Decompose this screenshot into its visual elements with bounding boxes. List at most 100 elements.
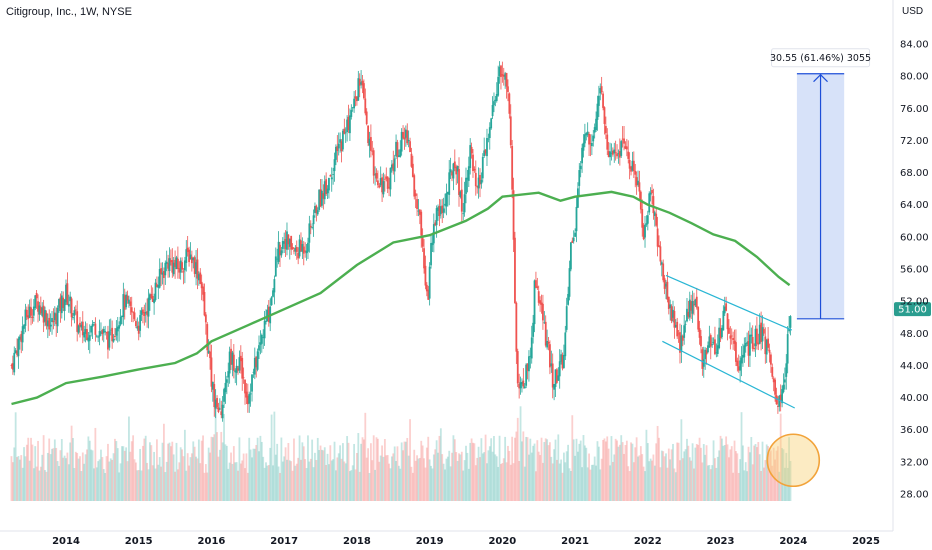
candle-body xyxy=(80,324,83,328)
candle-body xyxy=(404,129,407,138)
candle-body xyxy=(635,177,638,186)
candle-body xyxy=(379,178,382,186)
candle-body xyxy=(165,261,168,264)
candle-body xyxy=(252,371,255,373)
volume-bar xyxy=(600,458,603,501)
volume-bar xyxy=(119,463,122,501)
candle-body xyxy=(316,210,319,215)
candle-body xyxy=(501,74,504,76)
volume-bar xyxy=(186,453,189,501)
volume-bar xyxy=(476,457,479,501)
volume-bar xyxy=(754,444,757,501)
volume-bar xyxy=(639,446,642,501)
candle-body xyxy=(197,274,200,281)
volume-bar xyxy=(789,460,792,501)
volume-bar xyxy=(284,447,287,501)
y-tick-label: 44.00 xyxy=(900,361,929,372)
candle-body xyxy=(455,166,458,175)
candle-body xyxy=(176,258,179,270)
candle-body xyxy=(746,342,749,344)
candle-body xyxy=(547,341,550,344)
measure-arrow-head xyxy=(813,73,828,83)
candle-body xyxy=(72,317,74,319)
volume-bar xyxy=(39,466,42,501)
candle-body xyxy=(642,225,645,240)
volume-bar xyxy=(525,436,528,501)
candle-body xyxy=(502,74,505,77)
candle-body xyxy=(723,306,726,314)
volume-bar xyxy=(307,435,309,501)
candle-body xyxy=(356,96,358,102)
volume-bar xyxy=(582,435,585,501)
volume-bar xyxy=(174,471,176,501)
candle-body xyxy=(632,160,635,172)
candle-body xyxy=(465,177,467,194)
candle-body xyxy=(167,263,169,269)
volume-bar xyxy=(723,445,726,501)
volume-bar xyxy=(536,440,539,501)
candle-body xyxy=(119,316,122,325)
candle-body xyxy=(188,249,190,263)
candle-body xyxy=(785,363,788,377)
candle-body xyxy=(602,93,604,108)
candle-body xyxy=(95,335,98,337)
candle-body xyxy=(721,327,723,338)
volume-bar xyxy=(672,443,674,501)
volume-bar xyxy=(255,445,258,501)
candle-body xyxy=(560,354,563,362)
volume-bar xyxy=(718,450,721,501)
candle-body xyxy=(673,310,676,328)
candle-body xyxy=(211,381,214,390)
volume-bar xyxy=(542,462,544,501)
candle-body xyxy=(445,193,448,207)
volume-bar xyxy=(160,466,163,501)
volume-bar xyxy=(763,467,765,501)
volume-bar xyxy=(38,470,41,501)
volume-bar xyxy=(417,458,420,501)
x-tick-label: 2025 xyxy=(852,536,880,547)
last-price-tag xyxy=(894,302,931,317)
volume-bar xyxy=(680,419,683,501)
volume-bar xyxy=(301,442,304,501)
volume-bar xyxy=(176,469,179,501)
volume-bar xyxy=(498,435,501,501)
volume-bar xyxy=(369,443,372,501)
volume-bar xyxy=(739,459,742,501)
candle-body xyxy=(402,132,404,138)
candle-body xyxy=(386,176,389,189)
candle-body xyxy=(466,177,469,180)
volume-bar xyxy=(560,459,563,501)
volume-bar xyxy=(335,470,337,501)
volume-bar xyxy=(206,472,209,501)
candle-body xyxy=(463,194,466,213)
candle-body xyxy=(487,138,490,140)
volume-bar xyxy=(136,470,139,501)
volume-bar xyxy=(20,455,23,501)
candle-body xyxy=(630,167,632,172)
candle-body xyxy=(435,208,438,226)
volume-bar xyxy=(728,457,730,501)
candle-body xyxy=(207,350,210,354)
volume-bar xyxy=(60,439,63,501)
volume-bar xyxy=(340,458,343,501)
candle-body xyxy=(112,339,115,342)
volume-bar xyxy=(329,445,332,501)
candle-body xyxy=(476,186,479,188)
volume-bar xyxy=(420,440,423,501)
volume-bar xyxy=(34,446,37,501)
candle-body xyxy=(297,252,300,259)
candle-body xyxy=(511,145,514,190)
volume-bar xyxy=(137,470,140,501)
candle-body xyxy=(263,320,266,339)
x-tick-label: 2023 xyxy=(707,536,735,547)
candle-body xyxy=(648,193,651,213)
candle-body xyxy=(683,325,686,338)
volume-bar xyxy=(325,464,328,501)
volume-bar xyxy=(653,465,656,501)
candle-body xyxy=(444,203,446,206)
x-tick-label: 2017 xyxy=(270,536,298,547)
volume-bar xyxy=(583,445,586,501)
candle-body xyxy=(376,180,379,186)
volume-bar xyxy=(751,464,754,501)
